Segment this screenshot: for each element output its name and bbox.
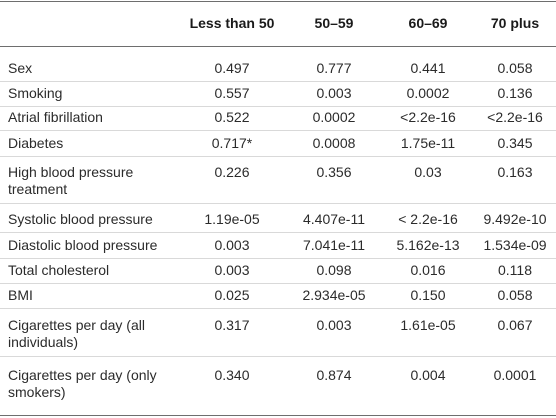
header-rule: [0, 46, 556, 47]
table-cell: 0.03: [414, 164, 442, 180]
row-label: Cigarettes per day (only smokers): [8, 367, 157, 400]
row-label: Cigarettes per day (all individuals): [8, 317, 145, 350]
table-cell: 1.75e-11: [400, 135, 456, 151]
row-divider: [0, 106, 556, 107]
table-cell: 1.19e-05: [204, 211, 260, 227]
table-cell: 0.345: [497, 135, 533, 151]
table-cell: 0.003: [316, 85, 352, 101]
row-divider: [0, 81, 556, 82]
header-cell-70-plus: 70 plus: [490, 15, 540, 31]
table-cell: 0.003: [316, 317, 352, 333]
table-cell: 0.226: [214, 164, 250, 180]
header-cell-60-69: 60–69: [408, 15, 448, 31]
row-divider: [0, 258, 556, 259]
row-label: Systolic blood pressure: [8, 211, 153, 227]
header-cell-50-59: 50–59: [314, 15, 354, 31]
table-cell: 0.0008: [312, 135, 356, 151]
table-cell: 0.025: [214, 287, 250, 303]
table-cell: 5.162e-13: [396, 237, 460, 253]
table-cell: < 2.2e-16: [398, 211, 458, 227]
table-cell: 0.003: [214, 262, 250, 278]
table-cell: 4.407e-11: [302, 211, 365, 227]
row-divider: [0, 308, 556, 309]
row-label: Diastolic blood pressure: [8, 237, 158, 253]
table-cell: 0.067: [497, 317, 533, 333]
table-cell: 0.0002: [406, 85, 450, 101]
row-label: Diabetes: [8, 135, 64, 151]
table-cell: 0.557: [214, 85, 250, 101]
table-cell: 2.934e-05: [302, 287, 366, 303]
row-label: Atrial fibrillation: [8, 109, 103, 125]
row-divider: [0, 156, 556, 157]
row-divider: [0, 203, 556, 204]
table-cell: 0.150: [410, 287, 446, 303]
table-cell: 0.118: [498, 262, 532, 278]
table-cell: 0.340: [214, 367, 250, 383]
table-cell: 0.497: [214, 60, 250, 76]
row-label: Sex: [8, 60, 33, 76]
table-cell: 0.058: [497, 60, 533, 76]
table-cell: 0.522: [214, 109, 250, 125]
table-cell: 0.0002: [312, 109, 356, 125]
table-cell: 0.874: [316, 367, 352, 383]
table-cell: 0.441: [410, 60, 446, 76]
table-cell: 0.058: [497, 287, 533, 303]
table-cell: 1.61e-05: [400, 317, 456, 333]
table-cell: 9.492e-10: [483, 211, 547, 227]
table-cell: 0.016: [410, 262, 446, 278]
row-divider: [0, 283, 556, 284]
header-cell-less-than-50: Less than 50: [189, 15, 275, 31]
table-cell: <2.2e-16: [487, 109, 543, 125]
table-cell: 0.003: [214, 237, 250, 253]
table-cell: 0.098: [316, 262, 352, 278]
table-cell: 0.0001: [493, 367, 537, 383]
row-label: Total cholesterol: [8, 262, 110, 278]
table-cell: 0.163: [497, 164, 533, 180]
table-cell: 0.777: [316, 60, 352, 76]
table-cell: 0.717*: [211, 135, 253, 151]
table-cell: 7.041e-11: [302, 237, 365, 253]
row-label: BMI: [8, 287, 33, 303]
table-cell: 0.317: [214, 317, 250, 333]
row-label: Smoking: [8, 85, 63, 101]
row-divider: [0, 356, 556, 357]
table-bottom-rule: [0, 415, 556, 416]
row-divider: [0, 232, 556, 233]
table-cell: 1.534e-09: [483, 237, 547, 253]
row-label: High blood pressure treatment: [8, 164, 134, 197]
table-cell: 0.356: [316, 164, 352, 180]
table-cell: 0.004: [410, 367, 446, 383]
table-top-rule: [0, 1, 556, 2]
table-cell: 0.136: [497, 85, 533, 101]
table-cell: <2.2e-16: [400, 109, 456, 125]
row-divider: [0, 130, 556, 131]
